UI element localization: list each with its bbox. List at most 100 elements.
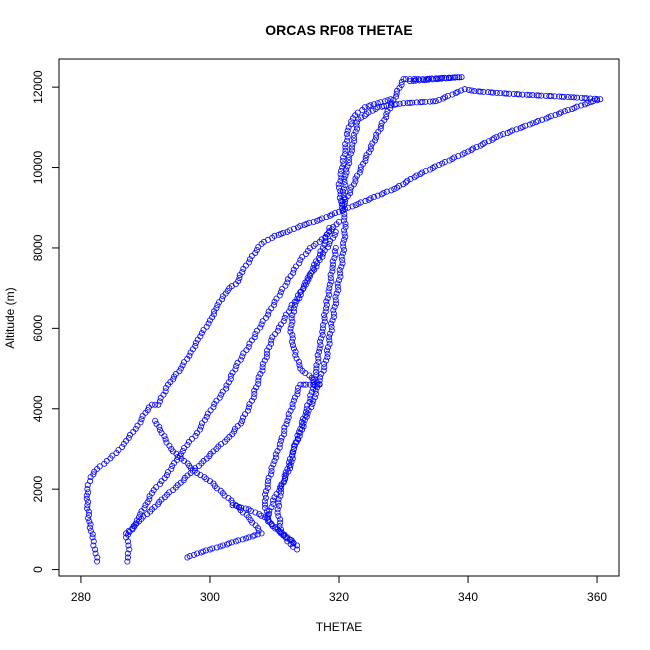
- data-point: [500, 131, 507, 138]
- data-point: [297, 222, 304, 229]
- data-point: [127, 431, 134, 438]
- data-point: [465, 86, 472, 93]
- data-point: [433, 76, 440, 83]
- data-point: [197, 472, 204, 479]
- data-point: [343, 131, 350, 138]
- data-point: [92, 546, 99, 553]
- data-point: [239, 353, 246, 360]
- data-point: [311, 375, 318, 382]
- data-point: [332, 293, 339, 300]
- data-point: [265, 311, 272, 318]
- data-point: [578, 102, 585, 109]
- data-point: [335, 277, 342, 284]
- data-point: [233, 363, 240, 370]
- data-point: [274, 506, 281, 513]
- data-point: [381, 117, 388, 124]
- data-point: [277, 519, 284, 526]
- data-point: [552, 111, 559, 118]
- data-point: [134, 422, 141, 429]
- data-point: [330, 310, 337, 317]
- data-point: [264, 481, 271, 488]
- data-point: [526, 91, 533, 98]
- data-point: [206, 478, 213, 485]
- data-point: [362, 198, 369, 205]
- data-point: [417, 171, 424, 178]
- data-point: [326, 281, 333, 288]
- data-point: [340, 243, 347, 250]
- data-point: [236, 275, 243, 282]
- data-point: [289, 455, 296, 462]
- data-point: [380, 190, 387, 197]
- data-point: [294, 435, 301, 442]
- data-point: [124, 558, 131, 565]
- data-point: [578, 94, 585, 101]
- data-point: [338, 263, 345, 270]
- data-point: [374, 100, 381, 107]
- data-point: [293, 298, 300, 305]
- data-point: [341, 230, 348, 237]
- data-point: [538, 92, 545, 99]
- data-point: [493, 89, 500, 96]
- data-point: [255, 380, 262, 387]
- data-point: [485, 89, 492, 96]
- data-point: [348, 118, 355, 125]
- data-point: [300, 381, 307, 388]
- data-point: [242, 262, 249, 269]
- data-point: [406, 99, 413, 106]
- data-point: [308, 269, 315, 276]
- x-tick-label: 320: [329, 590, 349, 604]
- data-point: [461, 149, 468, 156]
- data-point: [420, 77, 427, 84]
- data-point: [337, 270, 344, 277]
- data-point: [94, 554, 101, 561]
- data-point: [268, 464, 275, 471]
- data-point: [468, 147, 475, 154]
- data-point: [276, 444, 283, 451]
- data-point: [378, 122, 385, 129]
- data-point: [272, 451, 279, 458]
- data-point: [296, 362, 303, 369]
- data-point: [383, 114, 390, 121]
- data-point: [280, 318, 287, 325]
- data-point: [311, 382, 318, 389]
- x-axis-label: THETAE: [316, 620, 362, 634]
- data-point: [307, 392, 314, 399]
- data-point: [347, 150, 354, 157]
- data-point: [501, 90, 508, 97]
- data-point: [289, 452, 296, 459]
- data-point: [198, 420, 205, 427]
- data-point: [192, 343, 199, 350]
- data-point: [304, 247, 311, 254]
- data-point: [248, 252, 255, 259]
- data-point: [296, 260, 303, 267]
- data-point: [225, 379, 232, 386]
- data-point: [263, 488, 270, 495]
- data-point: [90, 538, 97, 545]
- data-point: [331, 231, 338, 238]
- data-point: [404, 177, 411, 184]
- data-point: [529, 92, 536, 99]
- data-point: [349, 203, 356, 210]
- data-point: [262, 504, 269, 511]
- data-point: [84, 505, 91, 512]
- data-point: [539, 116, 546, 123]
- data-point: [163, 439, 170, 446]
- data-point: [347, 190, 354, 197]
- data-point: [289, 401, 296, 408]
- data-point: [268, 468, 275, 475]
- data-point: [219, 296, 226, 303]
- data-point: [344, 137, 351, 144]
- data-point: [308, 389, 315, 396]
- data-point: [334, 283, 341, 290]
- data-point: [197, 333, 204, 340]
- data-point: [245, 534, 252, 541]
- data-point: [323, 298, 330, 305]
- data-point: [162, 384, 169, 391]
- data-point: [341, 246, 348, 253]
- data-point: [366, 149, 373, 156]
- data-point: [287, 325, 294, 332]
- data-point: [316, 377, 323, 384]
- data-point: [444, 92, 451, 99]
- data-point: [257, 324, 264, 331]
- data-point: [558, 109, 565, 116]
